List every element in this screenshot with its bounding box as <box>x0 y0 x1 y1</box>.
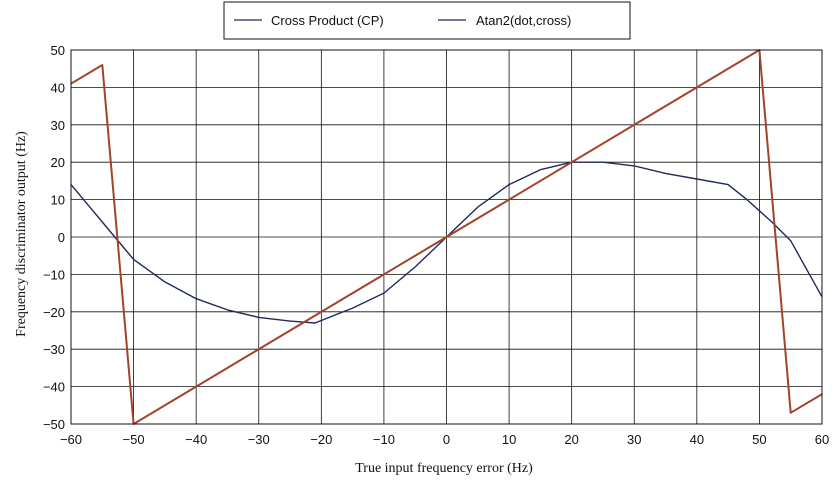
y-tick-label: −20 <box>43 305 65 320</box>
y-tick-label: −50 <box>43 417 65 432</box>
x-tick-label: 60 <box>815 432 829 447</box>
y-axis-title: Frequency discriminator output (Hz) <box>14 131 29 337</box>
x-tick-label: 20 <box>564 432 578 447</box>
series-layer <box>70 49 823 425</box>
plot-frame <box>70 49 823 425</box>
y-tick-label: 10 <box>51 193 65 208</box>
x-tick-label: −40 <box>185 432 207 447</box>
y-tick-label: −40 <box>43 380 65 395</box>
legend-label-cp: Cross Product (CP) <box>271 13 384 28</box>
x-tick-label: 10 <box>502 432 516 447</box>
x-tick-label: −10 <box>373 432 395 447</box>
x-tick-label: 50 <box>752 432 766 447</box>
y-tick-label: 0 <box>58 230 65 245</box>
x-tick-label: −60 <box>60 432 82 447</box>
x-tick-label: 0 <box>443 432 450 447</box>
x-tick-label: −30 <box>248 432 270 447</box>
legend-box <box>223 1 631 40</box>
series-line-atan2 <box>70 49 823 425</box>
x-axis-title: True input frequency error (Hz) <box>355 461 533 476</box>
y-tick-label: 30 <box>51 118 65 133</box>
legend: Cross Product (CP) Atan2(dot,cross) <box>223 1 631 40</box>
x-tick-label: −50 <box>123 432 145 447</box>
y-tick-label: 20 <box>51 155 65 170</box>
x-tick-label: 30 <box>627 432 641 447</box>
x-tick-label: −20 <box>310 432 332 447</box>
x-tick-label: 40 <box>690 432 704 447</box>
y-tick-label: −10 <box>43 267 65 282</box>
y-tick-label: −30 <box>43 342 65 357</box>
legend-label-atan2: Atan2(dot,cross) <box>476 13 571 28</box>
y-tick-label: 50 <box>51 43 65 58</box>
tick-labels: −60 −50 −40 −30 −20 −10 0 10 20 30 40 50 60−50−40−30… <box>43 43 829 447</box>
y-tick-label: 40 <box>51 80 65 95</box>
